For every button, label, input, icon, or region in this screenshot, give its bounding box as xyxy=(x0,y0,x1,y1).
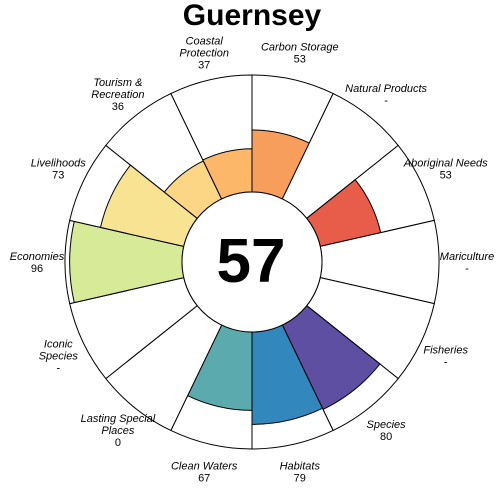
value-mariculture: - xyxy=(465,263,469,275)
label-iconic-species-1: Species xyxy=(39,350,79,362)
value-clean-waters: 67 xyxy=(198,473,210,485)
value-species: 80 xyxy=(380,431,392,443)
label-natural-products-0: Natural Products xyxy=(345,83,427,95)
label-mariculture-0: Mariculture xyxy=(440,251,494,263)
label-tourism-and-recreation-0: Tourism & xyxy=(93,77,142,89)
label-species-0: Species xyxy=(367,419,407,431)
value-iconic-species: - xyxy=(56,362,60,374)
label-coastal-protection-1: Protection xyxy=(179,47,229,59)
value-aboriginal-needs: 53 xyxy=(440,170,452,182)
center-score: 57 xyxy=(217,227,286,296)
chart-title: Guernsey xyxy=(183,0,322,32)
petal-group xyxy=(64,74,440,450)
value-coastal-protection: 37 xyxy=(198,59,210,71)
value-livelihoods: 73 xyxy=(52,170,64,182)
center-hole xyxy=(181,191,323,333)
label-clean-waters-0: Clean Waters xyxy=(171,461,238,473)
value-economies: 96 xyxy=(31,263,43,275)
value-natural-products: - xyxy=(384,95,388,107)
label-coastal-protection-0: Coastal xyxy=(186,35,224,47)
label-lasting-special-places-1: Places xyxy=(101,425,135,437)
label-tourism-and-recreation-1: Recreation xyxy=(91,89,144,101)
label-aboriginal-needs-0: Aboriginal Needs xyxy=(403,158,488,170)
label-fisheries-0: Fisheries xyxy=(423,344,468,356)
value-carbon-storage: 53 xyxy=(294,53,306,65)
value-fisheries: - xyxy=(444,356,448,368)
value-tourism-and-recreation: 36 xyxy=(112,101,124,113)
label-lasting-special-places-0: Lasting Special xyxy=(81,413,156,425)
label-economies-0: Economies xyxy=(10,251,65,263)
label-livelihoods-0: Livelihoods xyxy=(31,158,87,170)
value-habitats: 79 xyxy=(294,473,306,485)
label-habitats-0: Habitats xyxy=(280,461,321,473)
value-lasting-special-places: 0 xyxy=(115,437,121,449)
label-carbon-storage-0: Carbon Storage xyxy=(261,41,339,53)
label-iconic-species-0: Iconic xyxy=(44,338,73,350)
